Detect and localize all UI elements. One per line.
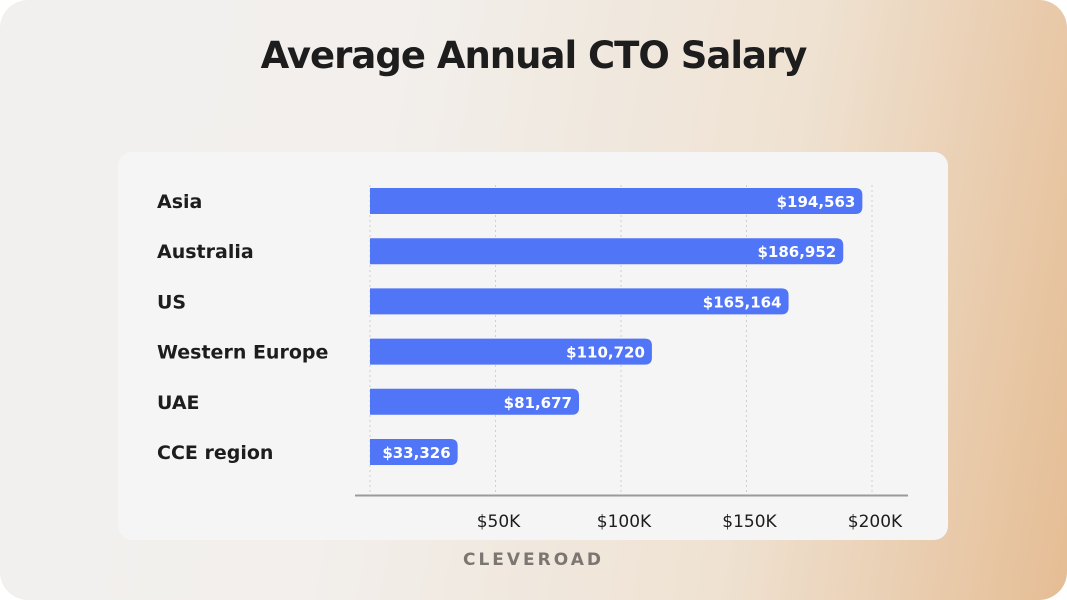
bar [370, 388, 580, 415]
category-label: UAE [157, 392, 200, 414]
category-label: CCE region [157, 442, 273, 464]
data-label: $33,326 [382, 444, 450, 462]
x-tick-label: $50K [477, 512, 521, 532]
x-tick-label: $100K [597, 512, 652, 532]
chart-title: Average Annual CTO Salary [260, 34, 808, 77]
bar [370, 288, 789, 315]
bar [370, 238, 844, 265]
x-tick-label: $200K [848, 512, 903, 532]
category-label: Australia [157, 241, 254, 263]
category-label: Asia [157, 191, 202, 213]
brand-logo: CLEVEROAD [462, 550, 605, 570]
bar [370, 439, 458, 465]
data-label: $165,164 [703, 293, 782, 311]
bar [370, 338, 652, 365]
data-label: $186,952 [757, 243, 836, 261]
x-tick-label: $150K [722, 512, 777, 532]
data-label: $194,563 [777, 193, 856, 211]
bar [370, 188, 863, 214]
data-label: $110,720 [566, 344, 645, 362]
category-label: US [157, 291, 186, 313]
data-label: $81,677 [504, 394, 572, 412]
category-label: Western Europe [157, 342, 328, 364]
